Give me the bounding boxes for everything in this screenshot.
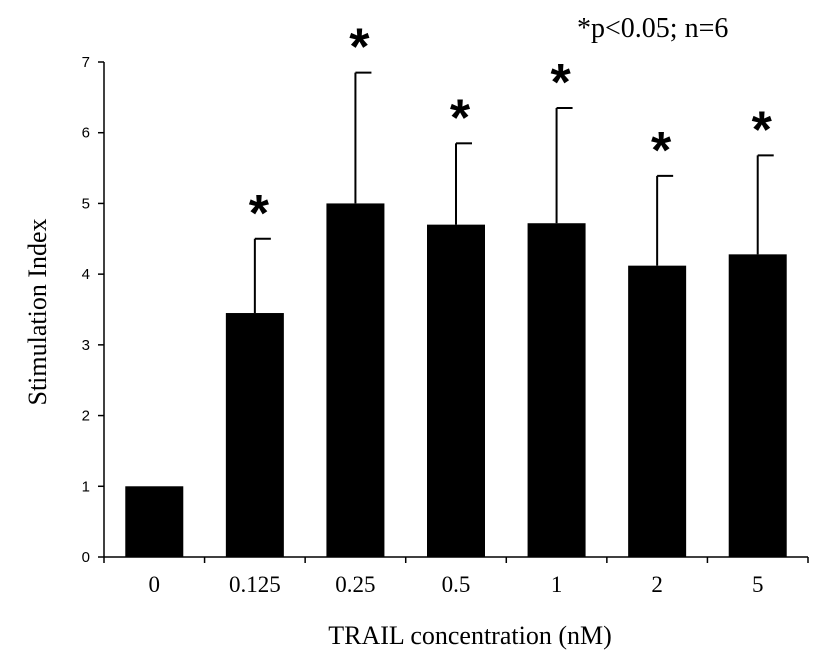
y-tick-label: 2 — [82, 408, 90, 425]
significance-marker: * — [249, 185, 270, 243]
y-tick-label: 7 — [82, 54, 90, 71]
axes-layer — [103, 62, 808, 558]
x-tick-label: 0.125 — [229, 572, 281, 597]
y-tick-label: 4 — [82, 266, 90, 283]
significance-marker: * — [651, 122, 672, 180]
x-tick-label: 1 — [551, 572, 563, 597]
significance-marker: * — [752, 101, 773, 159]
error-bars-layer — [253, 71, 774, 314]
bar — [427, 224, 485, 557]
y-tick-label: 0 — [82, 549, 90, 566]
significance-marker: * — [450, 89, 471, 147]
significance-note: *p<0.05; n=6 — [577, 13, 728, 44]
y-ticks-layer: 0 1 2 3 4 5 6 7 — [82, 54, 104, 566]
x-tick-label: 2 — [651, 572, 663, 597]
significance-marker: * — [349, 19, 370, 77]
y-tick-label: 6 — [82, 125, 90, 142]
x-tick-label: 0.5 — [442, 572, 471, 597]
bar — [225, 313, 284, 557]
bar — [628, 265, 687, 557]
bar — [125, 486, 184, 557]
x-tick-label: 5 — [752, 572, 764, 597]
bar — [728, 254, 787, 558]
significance-marker: * — [550, 54, 571, 112]
y-axis-title: Stimulation Index — [23, 218, 52, 405]
y-tick-label: 5 — [82, 195, 90, 212]
x-tick-label: 0.25 — [335, 572, 375, 597]
bar — [326, 203, 385, 557]
bar — [527, 223, 586, 557]
y-tick-label: 1 — [82, 478, 90, 495]
x-axis-title: TRAIL concentration (nM) — [328, 621, 612, 650]
bars-layer — [125, 203, 787, 558]
x-tick-label: 0 — [149, 572, 161, 597]
significance-markers-layer: * * * * * * — [249, 19, 773, 243]
y-tick-label: 3 — [82, 337, 90, 354]
x-ticks-layer: 0 0.125 0.25 0.5 1 2 5 — [103, 557, 809, 597]
